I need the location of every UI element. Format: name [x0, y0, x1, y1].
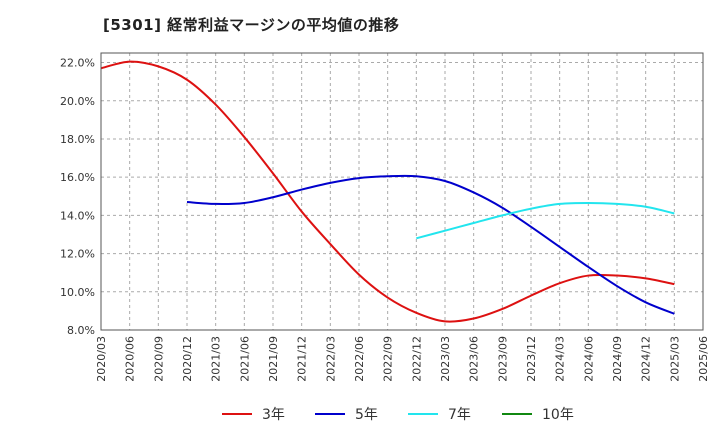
x-tick-label: 2025/03 — [668, 336, 681, 382]
series-line-1 — [186, 174, 675, 315]
chart-title: [5301] 経常利益マージンの平均値の推移 — [103, 16, 400, 34]
legend-label-2: 7年 — [448, 407, 471, 423]
x-tick-label: 2021/06 — [238, 336, 251, 382]
x-tick-label: 2022/09 — [382, 336, 395, 382]
x-tick-label: 2024/06 — [582, 336, 595, 382]
y-tick-label: 22.0% — [60, 57, 95, 70]
y-axis-ticks: 8.0% 10.0% 12.0% 14.0% 16.0% 18.0% 20.0% 22.0% — [60, 57, 95, 337]
grid-layer — [100, 53, 704, 331]
x-tick-label: 2023/12 — [525, 336, 538, 382]
plot-frame — [100, 52, 704, 331]
legend-label-0: 3年 — [262, 407, 285, 423]
x-tick-label: 2020/03 — [95, 336, 108, 382]
x-tick-label: 2023/03 — [439, 336, 452, 382]
legend-label-3: 10年 — [542, 407, 574, 423]
y-tick-label: 8.0% — [67, 324, 95, 337]
y-tick-label: 10.0% — [60, 286, 95, 299]
x-tick-label: 2024/12 — [640, 336, 653, 382]
x-tick-label: 2022/06 — [353, 336, 366, 382]
x-tick-label: 2024/03 — [554, 336, 567, 382]
x-tick-label: 2023/09 — [496, 336, 509, 382]
y-tick-label: 14.0% — [60, 209, 95, 222]
x-tick-label: 2021/12 — [296, 336, 309, 382]
series-line-0 — [100, 60, 675, 323]
x-tick-label: 2021/09 — [267, 336, 280, 382]
series-line-2 — [416, 201, 675, 240]
x-tick-label: 2021/03 — [210, 336, 223, 382]
series-layer — [100, 60, 675, 323]
x-tick-label: 2025/06 — [697, 336, 710, 382]
y-tick-label: 18.0% — [60, 133, 95, 146]
legend-label-1: 5年 — [355, 407, 378, 423]
x-tick-label: 2022/03 — [324, 336, 337, 382]
y-tick-label: 16.0% — [60, 171, 95, 184]
x-axis-ticks: 2020/03 2020/06 2020/09 2020/12 2021/03 2021/… — [95, 336, 710, 382]
y-tick-label: 20.0% — [60, 95, 95, 108]
legend: 3年 5年 7年 10年 — [222, 407, 574, 423]
x-tick-label: 2022/12 — [410, 336, 423, 382]
x-tick-label: 2020/06 — [124, 336, 137, 382]
x-tick-label: 2020/09 — [152, 336, 165, 382]
x-tick-label: 2023/06 — [468, 336, 481, 382]
x-tick-label: 2020/12 — [181, 336, 194, 382]
x-tick-label: 2024/09 — [611, 336, 624, 382]
y-tick-label: 12.0% — [60, 248, 95, 261]
